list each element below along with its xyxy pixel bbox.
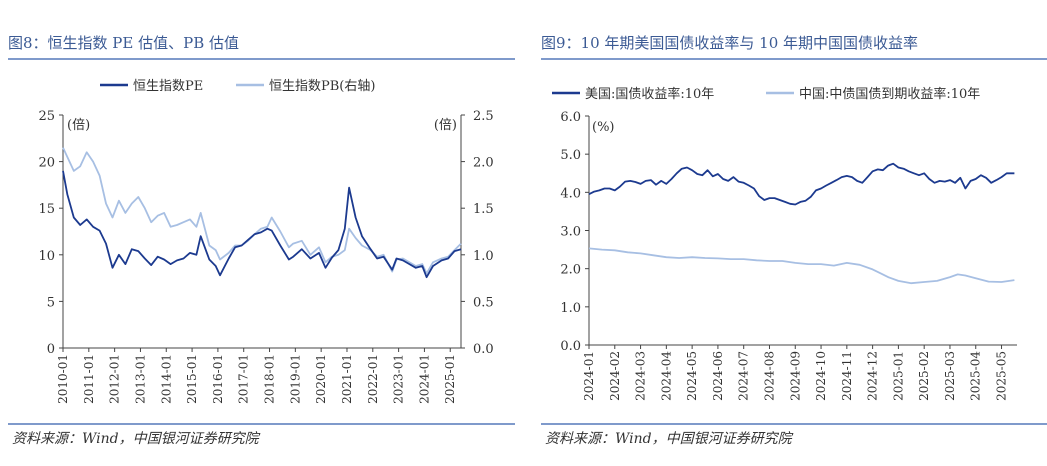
legend-label-2: 中国:中债国债到期收益率:10年 bbox=[799, 86, 980, 102]
x-tick-label-4: 2024-05 bbox=[685, 351, 699, 401]
legend-label-1: 恒生指数PE bbox=[133, 79, 203, 94]
x-tick-label-0: 2024-01 bbox=[582, 351, 596, 401]
x-tick-label-7: 2024-08 bbox=[762, 351, 776, 401]
y-unit-left: (倍) bbox=[67, 118, 90, 133]
x-tick-label-14: 2024-01 bbox=[417, 354, 431, 404]
x-tick-label-1: 2024-02 bbox=[608, 351, 622, 401]
y-tick-label-3: 3.0 bbox=[560, 225, 581, 240]
x-tick-label-12: 2022-01 bbox=[366, 354, 380, 404]
x-tick-label-11: 2021-01 bbox=[340, 354, 354, 404]
x-tick-label-2: 2024-03 bbox=[634, 351, 648, 401]
figure-8-panel: 图8：恒生指数 PE 估值、PB 估值 恒生指数PE 恒生指数PB(右轴) 0 5 10… bbox=[0, 0, 515, 466]
figure-8-footer-rule bbox=[8, 423, 515, 425]
x-tick-label-8: 2024-09 bbox=[788, 351, 802, 401]
x-tick-label-15: 2025-04 bbox=[969, 351, 983, 401]
y-tick-label-5: 5.0 bbox=[560, 148, 581, 163]
figure-8-chart: 恒生指数PE 恒生指数PB(右轴) 0 5 10 15 20 25 0.0 0.5 1.0 1.5 2.… bbox=[38, 79, 494, 404]
figure-9-source: 资料来源：Wind，中国银河证券研究院 bbox=[545, 431, 792, 447]
x-tick-label-14: 2025-03 bbox=[943, 351, 957, 401]
y-unit: (%) bbox=[592, 120, 615, 135]
x-tick-label-3: 2024-04 bbox=[659, 351, 673, 401]
x-tick-label-16: 2025-05 bbox=[995, 351, 1009, 401]
y-tick-label-left-5: 25 bbox=[38, 109, 55, 124]
y-tick-label-2: 2.0 bbox=[560, 263, 581, 278]
y-tick-label-left-0: 0 bbox=[47, 342, 55, 357]
x-tick-label-0: 2010-01 bbox=[56, 354, 70, 404]
x-tick-label-3: 2013-01 bbox=[133, 354, 147, 404]
y-tick-label-right-3: 1.5 bbox=[473, 202, 494, 217]
us-yield-line bbox=[588, 162, 1015, 206]
x-tick-label-15: 2025-01 bbox=[443, 354, 457, 404]
x-tick-label-13: 2025-02 bbox=[917, 351, 931, 401]
figure-9-footer-rule bbox=[541, 423, 1047, 425]
x-tick-label-5: 2024-06 bbox=[711, 351, 725, 401]
y-tick-label-right-4: 2.0 bbox=[473, 156, 494, 171]
y-tick-label-left-1: 5 bbox=[47, 295, 55, 310]
x-tick-label-6: 2016-01 bbox=[211, 354, 225, 404]
x-tick-label-2: 2012-01 bbox=[108, 354, 122, 404]
x-tick-label-11: 2024-12 bbox=[866, 351, 880, 401]
x-tick-label-13: 2023-01 bbox=[392, 354, 406, 404]
x-tick-label-10: 2024-11 bbox=[840, 351, 854, 401]
x-tick-label-7: 2017-01 bbox=[237, 354, 251, 404]
x-tick-label-9: 2024-10 bbox=[814, 351, 828, 401]
x-tick-label-4: 2014-01 bbox=[159, 354, 173, 404]
y-tick-label-6: 6.0 bbox=[560, 110, 581, 125]
x-tick-label-1: 2011-01 bbox=[82, 354, 96, 404]
y-tick-label-right-1: 0.5 bbox=[473, 295, 494, 310]
figure-9-panel: 图9：10 年期美国国债收益率与 10 年期中国国债收益率 美国:国债收益率:1… bbox=[533, 0, 1047, 466]
y-tick-label-right-2: 1.0 bbox=[473, 249, 494, 264]
y-tick-label-left-4: 20 bbox=[38, 156, 55, 171]
y-tick-label-4: 4.0 bbox=[560, 186, 581, 201]
pb-series-line bbox=[62, 147, 462, 275]
legend-label-2: 恒生指数PB(右轴) bbox=[269, 79, 375, 94]
x-tick-label-5: 2015-01 bbox=[185, 354, 199, 404]
x-tick-label-12: 2025-01 bbox=[891, 351, 905, 401]
figure-8-title-rule bbox=[8, 58, 515, 60]
figure-9-title-rule bbox=[541, 58, 1047, 60]
figure-8-title: 图8：恒生指数 PE 估值、PB 估值 bbox=[8, 34, 240, 52]
x-tick-label-8: 2018-01 bbox=[263, 354, 277, 404]
y-tick-label-0: 0.0 bbox=[560, 339, 581, 354]
x-tick-label-9: 2019-01 bbox=[288, 354, 302, 404]
y-tick-label-right-5: 2.5 bbox=[473, 109, 494, 124]
y-tick-label-left-2: 10 bbox=[38, 249, 55, 264]
cn-yield-line bbox=[588, 247, 1015, 285]
pe-series-line bbox=[62, 170, 462, 279]
y-unit-right: (倍) bbox=[434, 118, 457, 133]
figure-9-title: 图9：10 年期美国国债收益率与 10 年期中国国债收益率 bbox=[541, 34, 919, 52]
figure-9-chart: 美国:国债收益率:10年 中国:中债国债到期收益率:10年 0.0 1.0 2.0 3.0… bbox=[552, 86, 1017, 401]
y-tick-label-left-3: 15 bbox=[38, 202, 55, 217]
x-tick-label-6: 2024-07 bbox=[737, 351, 751, 401]
y-tick-label-right-0: 0.0 bbox=[473, 342, 494, 357]
y-tick-label-1: 1.0 bbox=[560, 301, 581, 316]
x-tick-label-10: 2020-01 bbox=[314, 354, 328, 404]
legend-label-1: 美国:国债收益率:10年 bbox=[585, 86, 714, 102]
figure-8-source: 资料来源：Wind，中国银河证券研究院 bbox=[12, 431, 259, 447]
